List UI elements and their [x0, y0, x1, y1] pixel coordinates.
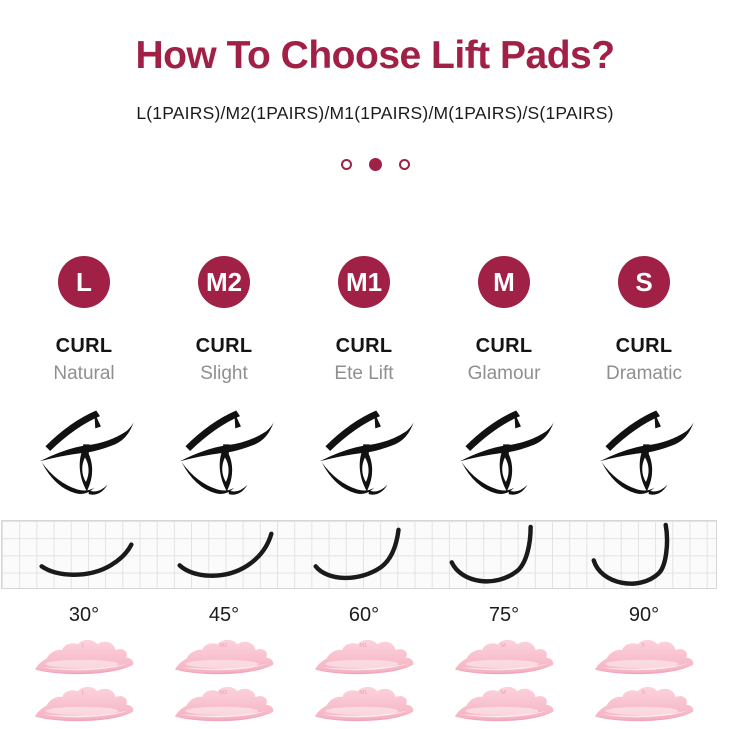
- lift-pad-icon: M1: [315, 639, 414, 675]
- svg-text:S: S: [641, 690, 645, 696]
- curl-label: CURL: [55, 335, 113, 357]
- angle-labels: 30° 45° 60° 75° 90°: [14, 604, 714, 627]
- curl-type-label: Dramatic: [605, 363, 682, 384]
- curl-label: CURL: [195, 335, 253, 357]
- carousel-dots: [0, 158, 750, 171]
- svg-text:M: M: [501, 643, 506, 649]
- size-badge: M2: [198, 256, 250, 308]
- eye-profile-icon: [599, 410, 694, 495]
- lift-pad-icon: M: [455, 686, 554, 722]
- angle-label: 60°: [348, 604, 380, 626]
- carousel-dot-3[interactable]: [398, 159, 410, 170]
- size-badge: M1: [338, 256, 390, 308]
- curl-curves: [15, 521, 715, 590]
- curl-type-label: Slight: [200, 363, 248, 384]
- column-S: S CURL Dramatic: [574, 256, 714, 497]
- curl-curve-60-icon: [295, 521, 435, 590]
- size-badge: M: [478, 256, 530, 308]
- eye-profile-icon: [319, 410, 414, 495]
- lift-pad-icon: M1: [315, 686, 414, 722]
- lift-pad-icon: M2: [175, 686, 274, 722]
- eye-profile-icon: [39, 410, 134, 495]
- curl-label: CURL: [475, 335, 533, 357]
- curl-type-label: Ete Lift: [334, 363, 394, 384]
- curl-curve-90-icon: [575, 521, 715, 590]
- curl-type-label: Natural: [53, 363, 115, 384]
- curl-curve-45-icon: [155, 521, 295, 590]
- svg-text:L: L: [82, 690, 85, 696]
- curl-label: CURL: [615, 335, 673, 357]
- column-M1: M1 CURL Ete Lift: [294, 256, 434, 497]
- svg-text:L: L: [82, 643, 85, 649]
- pad-stack-L: L L: [27, 636, 141, 725]
- eye-profile-icon: [459, 410, 554, 495]
- svg-text:M1: M1: [359, 690, 367, 696]
- page-title: How To Choose Lift Pads?: [135, 34, 615, 77]
- size-badge: L: [58, 256, 110, 308]
- angle-label: 90°: [628, 604, 660, 626]
- pairs-subtitle: L(1PAIRS)/M2(1PAIRS)/M1(1PAIRS)/M(1PAIRS…: [136, 103, 614, 123]
- column-L: L CURL Natural: [14, 256, 154, 497]
- pad-stack-S: S S: [587, 636, 701, 725]
- carousel-dot-2-active[interactable]: [368, 158, 382, 171]
- angle-label: 30°: [68, 604, 100, 626]
- size-columns: L CURL Natural M2 CURL Slight M1 CURL Et…: [14, 256, 714, 497]
- svg-text:M: M: [501, 690, 506, 696]
- lift-pad-icon: S: [595, 639, 694, 675]
- svg-text:M1: M1: [359, 643, 367, 649]
- svg-text:M2: M2: [219, 643, 227, 649]
- carousel-dot-1[interactable]: [340, 159, 352, 170]
- curl-angle-grid: [1, 520, 717, 589]
- pad-stack-M: M M: [447, 636, 561, 725]
- lift-pad-icon: L: [35, 686, 134, 722]
- lift-pad-icon: M2: [175, 639, 274, 675]
- svg-text:S: S: [641, 643, 645, 649]
- lift-pad-icon: M: [455, 639, 554, 675]
- lift-pad-icon: L: [35, 639, 134, 675]
- lift-pad-icon: S: [595, 686, 694, 722]
- angle-label: 45°: [208, 604, 240, 626]
- curl-type-label: Glamour: [467, 363, 541, 384]
- pad-stack-M1: M1 M1: [307, 636, 421, 725]
- angle-label: 75°: [488, 604, 520, 626]
- curl-curve-75-icon: [435, 521, 575, 590]
- lift-pads: L L M2 M2 M1 M1 M M S S: [14, 636, 714, 725]
- eye-profile-icon: [179, 410, 274, 495]
- column-M: M CURL Glamour: [434, 256, 574, 497]
- pad-stack-M2: M2 M2: [167, 636, 281, 725]
- curl-label: CURL: [335, 335, 393, 357]
- size-badge: S: [618, 256, 670, 308]
- svg-text:M2: M2: [219, 690, 227, 696]
- column-M2: M2 CURL Slight: [154, 256, 294, 497]
- curl-curve-30-icon: [15, 521, 155, 590]
